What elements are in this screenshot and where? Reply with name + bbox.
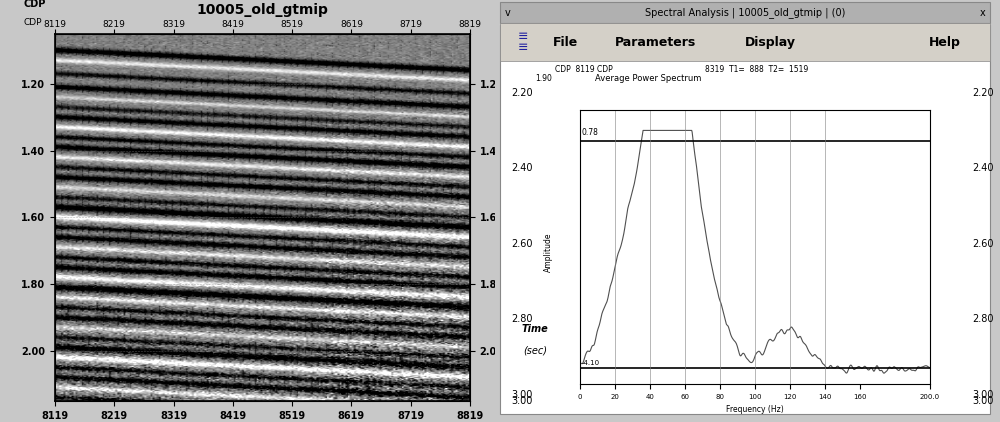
Text: 8319  T1=  888  T2=  1519: 8319 T1= 888 T2= 1519 (705, 65, 808, 74)
Text: 0.78: 0.78 (582, 128, 599, 137)
X-axis label: Frequency (Hz): Frequency (Hz) (726, 405, 784, 414)
Text: v: v (505, 8, 511, 18)
FancyBboxPatch shape (500, 2, 990, 23)
Text: 3.00: 3.00 (972, 396, 994, 406)
Text: Spectral Analysis | 10005_old_gtmip | (0): Spectral Analysis | 10005_old_gtmip | (0… (645, 7, 845, 18)
Text: 3.00: 3.00 (972, 390, 994, 400)
Title: 10005_old_gtmip: 10005_old_gtmip (197, 3, 328, 17)
Text: Help: Help (929, 36, 961, 49)
Text: 2.80: 2.80 (972, 314, 994, 324)
Text: Parameters: Parameters (614, 36, 696, 49)
Text: x: x (979, 8, 985, 18)
Text: 2.40: 2.40 (511, 163, 532, 173)
Text: 3.00: 3.00 (511, 396, 532, 406)
Text: Amplitude: Amplitude (544, 232, 553, 272)
Text: ≡
≡: ≡ ≡ (517, 30, 528, 54)
Text: (sec): (sec) (523, 345, 547, 355)
Text: 2.20: 2.20 (511, 88, 532, 98)
Text: Display: Display (744, 36, 796, 49)
Text: Time: Time (522, 324, 548, 334)
Text: CDP: CDP (24, 0, 46, 9)
Text: 2.60: 2.60 (972, 239, 994, 249)
Text: 3.00: 3.00 (511, 390, 532, 400)
Text: 2.60: 2.60 (511, 239, 532, 249)
Text: Average Power Spectrum: Average Power Spectrum (595, 73, 701, 83)
FancyBboxPatch shape (500, 23, 990, 61)
Text: File: File (552, 36, 578, 49)
FancyBboxPatch shape (500, 25, 990, 414)
Text: -4.10: -4.10 (582, 360, 600, 366)
Text: 1.90: 1.90 (535, 73, 552, 83)
Text: 2.20: 2.20 (972, 88, 994, 98)
Text: 2.80: 2.80 (511, 314, 532, 324)
Text: CDP  8119 CDP: CDP 8119 CDP (555, 65, 613, 74)
Text: 2.40: 2.40 (972, 163, 994, 173)
Text: CDP: CDP (24, 18, 42, 27)
